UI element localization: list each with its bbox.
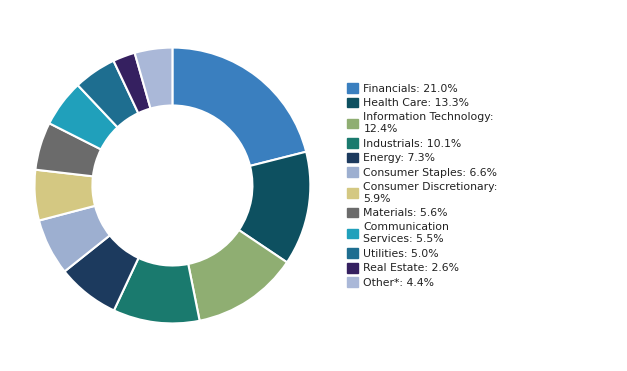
Wedge shape: [239, 152, 310, 262]
Wedge shape: [65, 235, 139, 311]
Wedge shape: [188, 230, 287, 321]
Wedge shape: [172, 47, 306, 166]
Legend: Financials: 21.0%, Health Care: 13.3%, Information Technology:
12.4%, Industrial: Financials: 21.0%, Health Care: 13.3%, I…: [344, 80, 501, 291]
Wedge shape: [35, 123, 101, 176]
Wedge shape: [39, 206, 110, 272]
Wedge shape: [135, 47, 172, 109]
Wedge shape: [114, 258, 199, 324]
Wedge shape: [78, 61, 139, 127]
Wedge shape: [113, 53, 150, 113]
Wedge shape: [34, 170, 95, 220]
Wedge shape: [50, 85, 117, 150]
